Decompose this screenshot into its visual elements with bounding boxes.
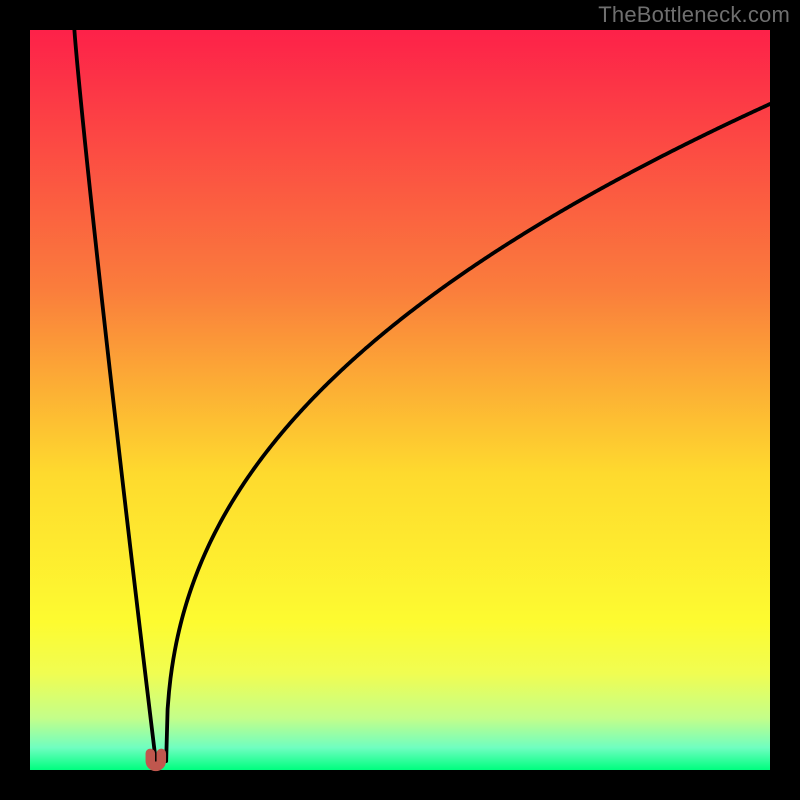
watermark-text: TheBottleneck.com: [598, 2, 790, 28]
chart-container: TheBottleneck.com: [0, 0, 800, 800]
chart-background-gradient: [30, 30, 770, 770]
bottleneck-chart: [0, 0, 800, 800]
